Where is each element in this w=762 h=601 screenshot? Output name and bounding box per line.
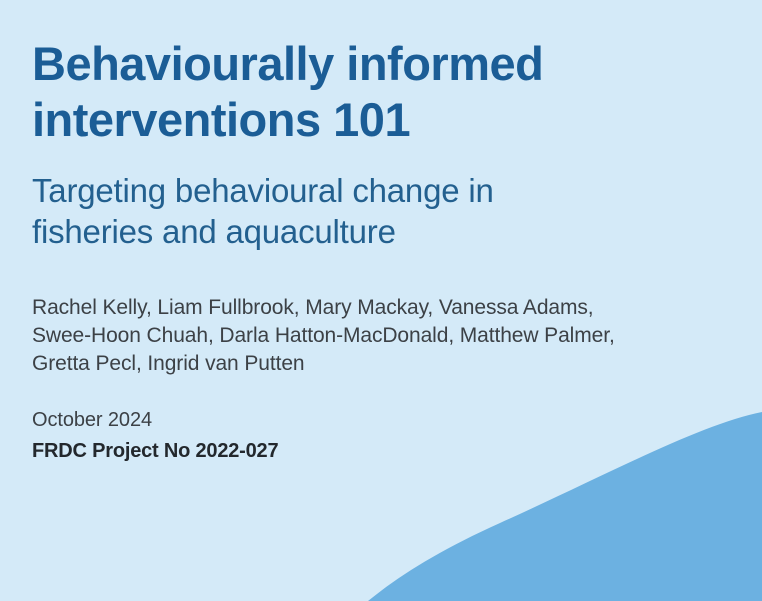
authors-line-2: Swee-Hoon Chuah, Darla Hatton-MacDonald,… xyxy=(32,324,615,347)
subtitle-line-2: fisheries and aquaculture xyxy=(32,213,396,250)
subtitle-line-1: Targeting behavioural change in xyxy=(32,172,494,209)
cover-content: Behaviourally informed interventions 101… xyxy=(32,0,732,465)
publication-date: October 2024 xyxy=(32,409,152,431)
authors-line-1: Rachel Kelly, Liam Fullbrook, Mary Macka… xyxy=(32,296,594,319)
publication-metadata: October 2024 FRDC Project No 2022-027 xyxy=(32,406,732,465)
title-line-1: Behaviourally informed xyxy=(32,37,544,90)
authors-list: Rachel Kelly, Liam Fullbrook, Mary Macka… xyxy=(32,294,732,378)
authors-line-3: Gretta Pecl, Ingrid van Putten xyxy=(32,352,305,375)
title-line-2: interventions 101 xyxy=(32,93,411,146)
page-title: Behaviourally informed interventions 101 xyxy=(32,36,732,148)
page-subtitle: Targeting behavioural change in fisherie… xyxy=(32,170,732,252)
project-number: FRDC Project No 2022-027 xyxy=(32,440,279,462)
